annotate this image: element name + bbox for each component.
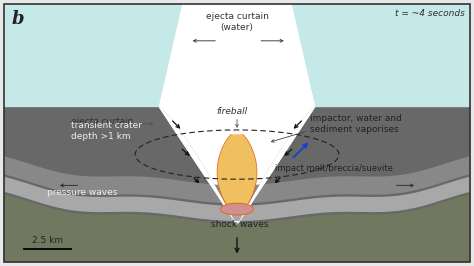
Polygon shape	[4, 107, 470, 262]
Text: impactor, water and
sediment vaporises: impactor, water and sediment vaporises	[310, 114, 402, 134]
Text: fireball: fireball	[217, 107, 248, 117]
Polygon shape	[221, 127, 229, 134]
Text: ejecta curtain: ejecta curtain	[71, 117, 133, 126]
Text: impact melt/breccia/suevite: impact melt/breccia/suevite	[275, 164, 393, 173]
Polygon shape	[4, 194, 470, 262]
Polygon shape	[239, 124, 246, 134]
Text: pressure waves: pressure waves	[47, 188, 118, 197]
Polygon shape	[228, 127, 235, 134]
Polygon shape	[245, 126, 253, 134]
Text: ejecta curtain
(water): ejecta curtain (water)	[206, 12, 268, 32]
Polygon shape	[233, 127, 241, 134]
Text: 2.5 km: 2.5 km	[32, 236, 63, 245]
Ellipse shape	[220, 203, 254, 215]
Text: shock waves: shock waves	[210, 220, 268, 229]
Polygon shape	[237, 4, 470, 226]
Polygon shape	[4, 177, 470, 221]
Text: b: b	[12, 10, 25, 27]
Polygon shape	[4, 4, 237, 226]
Polygon shape	[217, 131, 257, 214]
Text: transient crater
depth >1 km: transient crater depth >1 km	[71, 121, 142, 141]
Text: t = ~4 seconds: t = ~4 seconds	[395, 9, 465, 18]
Bar	[4, 4, 470, 107]
Polygon shape	[159, 4, 315, 226]
Polygon shape	[4, 156, 470, 203]
Polygon shape	[159, 4, 315, 226]
